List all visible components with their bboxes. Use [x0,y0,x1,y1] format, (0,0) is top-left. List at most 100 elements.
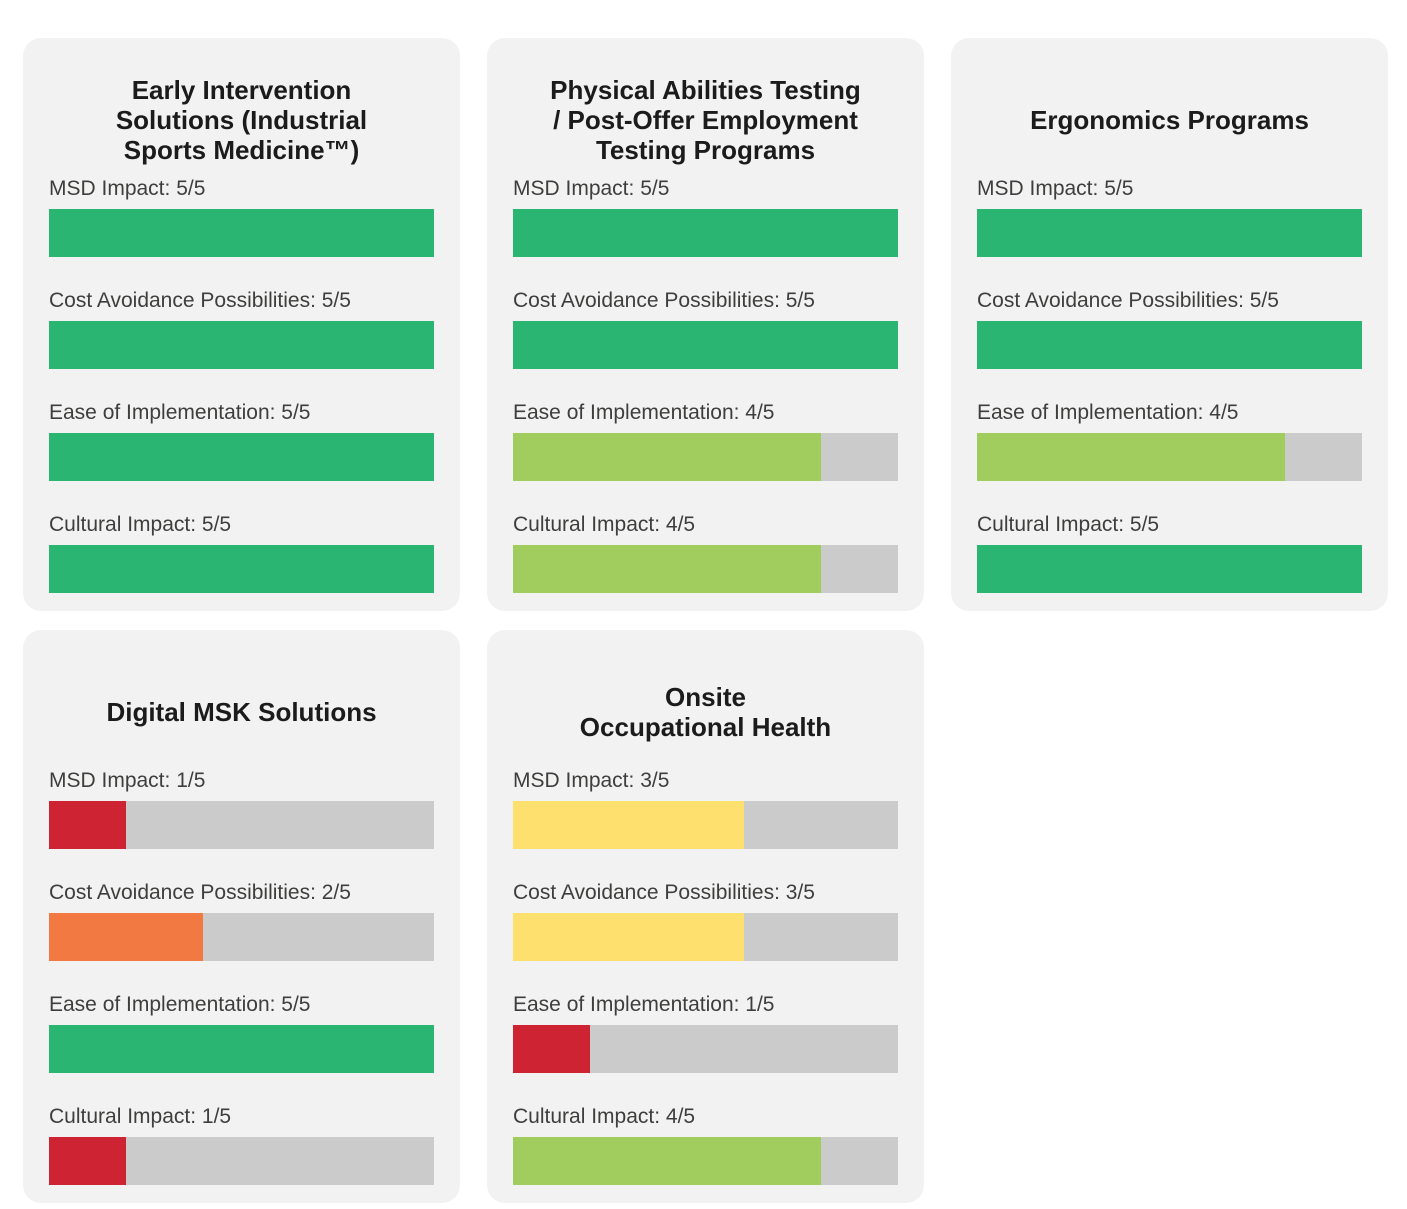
metric-bar-track [513,209,898,257]
metric-bar-track [513,545,898,593]
card-metrics: MSD Impact: 1/5 Cost Avoidance Possibili… [49,770,434,1185]
solution-card: Digital MSK Solutions MSD Impact: 1/5 Co… [23,630,460,1203]
metric-row: Ease of Implementation: 4/5 [977,402,1362,481]
solution-card: Ergonomics Programs MSD Impact: 5/5 Cost… [951,38,1388,611]
metric-bar-track [49,209,434,257]
metric-row: Cultural Impact: 5/5 [49,514,434,593]
metric-bar-track [49,1137,434,1185]
card-title: Ergonomics Programs [977,62,1362,178]
metric-row: MSD Impact: 5/5 [513,178,898,257]
solution-card: Physical Abilities Testing / Post-Offer E… [487,38,924,611]
metric-row: MSD Impact: 5/5 [977,178,1362,257]
metric-row: Ease of Implementation: 4/5 [513,402,898,481]
metric-label: Cost Avoidance Possibilities: 2/5 [49,881,351,904]
metric-row: Ease of Implementation: 5/5 [49,402,434,481]
metric-label: Cultural Impact: 1/5 [49,1105,232,1128]
metric-row: Cost Avoidance Possibilities: 5/5 [513,290,898,369]
card-metrics: MSD Impact: 5/5 Cost Avoidance Possibili… [977,178,1362,593]
metric-label: Ease of Implementation: 5/5 [49,993,311,1016]
metric-row: Cultural Impact: 1/5 [49,1106,434,1185]
metric-bar-fill [49,209,434,257]
metric-label: Cost Avoidance Possibilities: 5/5 [49,289,351,312]
card-title: Early Intervention Solutions (Industrial S… [49,62,434,178]
metric-bar-fill [513,209,898,257]
metric-bar-fill [977,433,1285,481]
metric-row: Ease of Implementation: 5/5 [49,994,434,1073]
card-title: Digital MSK Solutions [49,654,434,770]
metric-bar-fill [49,545,434,593]
metric-label: Cost Avoidance Possibilities: 3/5 [513,881,815,904]
metric-row: Cultural Impact: 4/5 [513,1106,898,1185]
card-title-line: Ergonomics Programs [1030,105,1309,135]
metric-row: Cost Avoidance Possibilities: 2/5 [49,882,434,961]
card-title: Onsite Occupational Health [513,654,898,770]
metric-bar-track [513,1025,898,1073]
metric-bar-track [49,913,434,961]
metric-label: Cultural Impact: 5/5 [977,513,1160,536]
metric-bar-fill [49,433,434,481]
card-metrics: MSD Impact: 5/5 Cost Avoidance Possibili… [513,178,898,593]
metric-bar-fill [513,1025,590,1073]
metric-label: Cultural Impact: 5/5 [49,513,232,536]
metric-label: Ease of Implementation: 1/5 [513,993,775,1016]
metric-bar-fill [513,433,821,481]
metric-bar-fill [513,1137,821,1185]
metric-bar-fill [513,321,898,369]
metric-label: MSD Impact: 1/5 [49,769,206,792]
metric-bar-track [513,801,898,849]
metric-bar-track [977,433,1362,481]
metric-bar-track [977,545,1362,593]
metric-row: Cost Avoidance Possibilities: 5/5 [49,290,434,369]
metric-bar-track [977,321,1362,369]
metric-bar-fill [513,545,821,593]
card-title-line: Testing Programs [595,135,816,165]
metric-bar-track [49,801,434,849]
card-title-line: Solutions (Industrial [115,105,368,135]
card-title-line: Digital MSK Solutions [106,697,377,727]
metric-bar-fill [49,1025,434,1073]
metric-label: MSD Impact: 5/5 [977,177,1134,200]
metric-bar-track [49,321,434,369]
metric-bar-track [513,433,898,481]
metric-label: Cost Avoidance Possibilities: 5/5 [977,289,1279,312]
metric-bar-fill [513,913,744,961]
metric-bar-fill [49,913,203,961]
card-metrics: MSD Impact: 3/5 Cost Avoidance Possibili… [513,770,898,1185]
metric-bar-track [49,545,434,593]
metric-row: MSD Impact: 5/5 [49,178,434,257]
metric-label: Cost Avoidance Possibilities: 5/5 [513,289,815,312]
metric-label: MSD Impact: 3/5 [513,769,670,792]
metric-row: MSD Impact: 1/5 [49,770,434,849]
metric-label: Cultural Impact: 4/5 [513,513,696,536]
metric-bar-track [513,913,898,961]
metric-label: MSD Impact: 5/5 [513,177,670,200]
metric-bar-fill [49,1137,126,1185]
metric-row: MSD Impact: 3/5 [513,770,898,849]
card-title: Physical Abilities Testing / Post-Offer E… [513,62,898,178]
card-title-line: / Post-Offer Employment [553,105,858,135]
metric-bar-track [49,433,434,481]
metric-label: MSD Impact: 5/5 [49,177,206,200]
metric-bar-track [513,321,898,369]
solution-card: Onsite Occupational Health MSD Impact: 3/… [487,630,924,1203]
metric-bar-fill [513,801,744,849]
metric-row: Cost Avoidance Possibilities: 5/5 [977,290,1362,369]
metric-row: Cultural Impact: 5/5 [977,514,1362,593]
metric-row: Ease of Implementation: 1/5 [513,994,898,1073]
card-title-line: Physical Abilities Testing [550,75,861,105]
metric-bar-track [513,1137,898,1185]
metric-row: Cost Avoidance Possibilities: 3/5 [513,882,898,961]
card-title-line: Early Intervention [131,75,352,105]
metric-label: Ease of Implementation: 4/5 [977,401,1239,424]
metric-bar-fill [977,545,1362,593]
card-metrics: MSD Impact: 5/5 Cost Avoidance Possibili… [49,178,434,593]
metric-bar-fill [977,209,1362,257]
metric-bar-fill [49,801,126,849]
metric-label: Cultural Impact: 4/5 [513,1105,696,1128]
metric-bar-track [977,209,1362,257]
metric-row: Cultural Impact: 4/5 [513,514,898,593]
metric-bar-track [49,1025,434,1073]
metric-bar-fill [977,321,1362,369]
